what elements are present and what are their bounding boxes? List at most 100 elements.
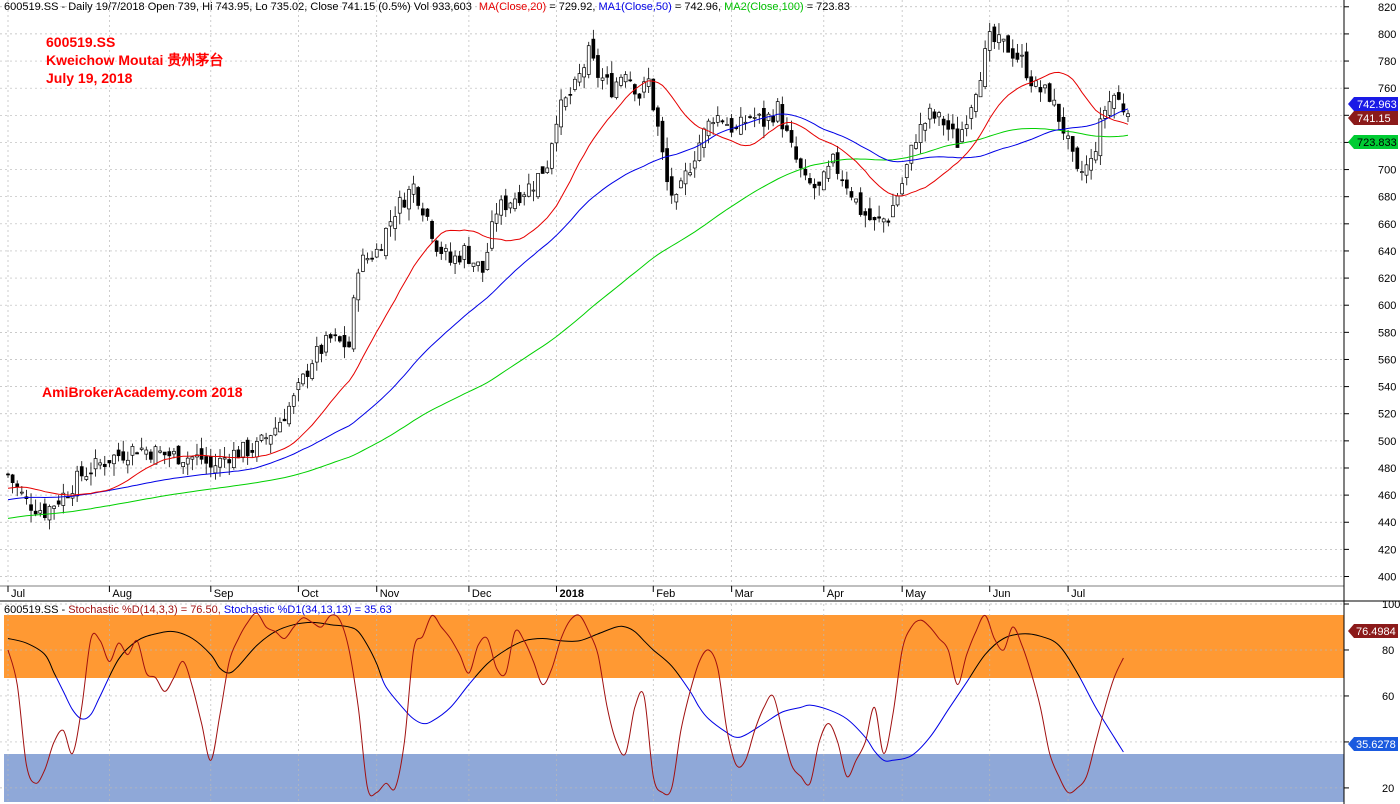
svg-text:723.833: 723.833 <box>1357 137 1397 149</box>
svg-text:76.4984: 76.4984 <box>1356 626 1396 638</box>
candle-body <box>1052 99 1057 106</box>
ma20-line <box>7 71 1129 496</box>
price-y-tick: 580 <box>1378 327 1396 339</box>
candle-body <box>545 167 550 173</box>
overbought-band <box>4 615 1344 678</box>
candle-body <box>720 120 725 123</box>
candle-body <box>840 179 845 182</box>
price-y-tick: 480 <box>1378 463 1396 475</box>
candle-body <box>38 510 43 514</box>
candle-body <box>623 74 628 83</box>
candle-body <box>821 171 826 191</box>
price-y-tick: 680 <box>1378 192 1396 204</box>
candle-body <box>305 370 310 377</box>
stochastic-header: 600519.SS - Stochastic %D(14,3,3) = 76.5… <box>4 604 392 616</box>
candle-body <box>15 483 20 487</box>
stoch-d1-line-upper <box>7 621 1081 678</box>
price-y-tick: 560 <box>1378 354 1396 366</box>
price-y-tick: 460 <box>1378 490 1396 502</box>
candle-body <box>6 473 10 476</box>
candle-body <box>439 246 444 254</box>
candle-body <box>992 26 997 43</box>
candle-body <box>416 187 421 206</box>
candle-body <box>1061 116 1066 134</box>
candle-body <box>531 189 536 192</box>
candle-body <box>347 341 351 348</box>
candle-body <box>660 120 665 153</box>
stoch-y-tick: 60 <box>1382 691 1394 703</box>
candle-body <box>513 198 517 209</box>
x-tick-label: Jun <box>993 588 1011 600</box>
candle-body <box>1084 164 1089 176</box>
candle-body <box>937 112 941 118</box>
candle-body <box>946 120 951 130</box>
candle-body <box>185 457 190 465</box>
candle-body <box>559 99 563 128</box>
candle-body <box>301 373 305 385</box>
candle-body <box>107 460 112 464</box>
ma100-badge: 723.833 <box>1348 135 1398 149</box>
price-y-tick: 800 <box>1378 29 1396 41</box>
candle-body <box>190 456 195 460</box>
x-tick-label: Aug <box>112 588 132 600</box>
candle-body <box>425 208 430 217</box>
candle-body <box>964 124 969 129</box>
candle-body <box>637 93 642 99</box>
candle-body <box>849 191 854 198</box>
ma50-badge: 742.963 <box>1348 97 1398 111</box>
candle-body <box>397 197 402 214</box>
candle-body <box>536 173 540 198</box>
candle-body <box>1001 38 1006 42</box>
candle-body <box>854 198 858 203</box>
price-y-tick: 440 <box>1378 517 1396 529</box>
price-grid <box>0 0 1344 804</box>
candle-body <box>1010 48 1015 59</box>
candle-body <box>826 165 831 179</box>
candle-body <box>757 113 762 116</box>
x-tick-label: May <box>905 588 926 600</box>
price-y-tick: 660 <box>1378 219 1396 231</box>
candle-body <box>222 457 227 460</box>
candle-body <box>1033 80 1038 87</box>
candle-body <box>863 211 868 216</box>
candle-body <box>895 195 900 206</box>
candle-body <box>508 202 513 209</box>
x-tick-label: 2018 <box>559 588 583 600</box>
candle-body <box>656 107 660 127</box>
candle-body <box>158 450 162 453</box>
x-tick-label: Sep <box>214 588 234 600</box>
candle-body <box>47 506 52 521</box>
candle-body <box>121 451 126 461</box>
candle-body <box>522 194 527 197</box>
candle-body <box>591 38 596 59</box>
candle-body <box>56 500 61 505</box>
candle-body <box>33 510 38 515</box>
candle-body <box>780 104 785 130</box>
candle-body <box>844 179 849 189</box>
stoch-y-tick: 80 <box>1382 645 1394 657</box>
candle-body <box>319 344 324 354</box>
candle-body <box>231 449 236 468</box>
candle-body <box>808 178 812 184</box>
candle-body <box>310 363 315 379</box>
candle-body <box>43 503 47 519</box>
candle-body <box>886 220 891 223</box>
candle-body <box>259 434 264 441</box>
candle-body <box>172 450 176 455</box>
candle-body <box>1075 147 1080 169</box>
candle-body <box>278 421 282 433</box>
stoch-y-tick: 100 <box>1382 599 1400 611</box>
candle-body <box>563 97 568 107</box>
ma100-line <box>7 128 1129 519</box>
candle-body <box>550 143 554 169</box>
candle-body <box>204 456 209 464</box>
candle-body <box>1126 113 1130 118</box>
candle-body <box>858 192 863 215</box>
candle-body <box>914 142 918 149</box>
candle-body <box>877 216 881 219</box>
svg-text:741.15: 741.15 <box>1357 113 1391 125</box>
candle-body <box>181 462 185 467</box>
candle-body <box>715 115 720 123</box>
candle-body <box>1121 103 1126 113</box>
